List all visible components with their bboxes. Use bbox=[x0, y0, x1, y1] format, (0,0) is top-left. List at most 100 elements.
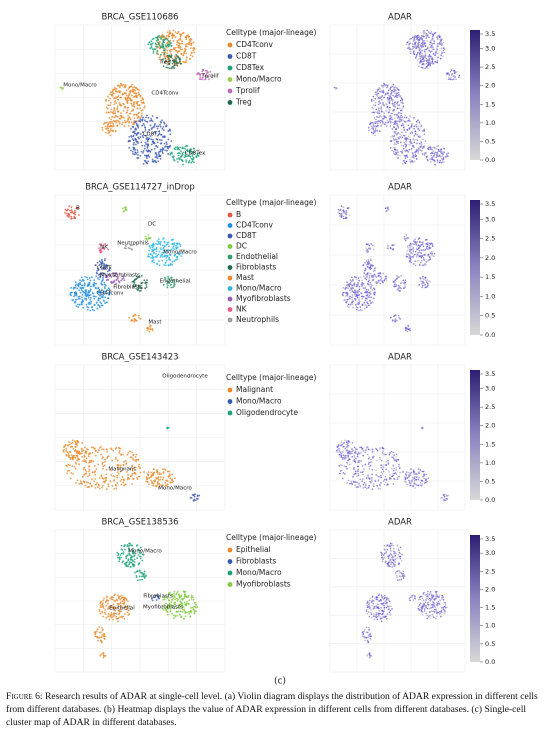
expression-dot bbox=[409, 474, 411, 476]
expression-dot bbox=[406, 41, 409, 44]
cell-dot bbox=[116, 474, 119, 477]
expression-dot bbox=[405, 131, 407, 134]
expression-dot bbox=[371, 276, 373, 278]
expression-dot bbox=[437, 42, 439, 45]
expression-dot bbox=[421, 254, 423, 257]
expression-dot bbox=[349, 482, 351, 485]
cell-dot bbox=[166, 34, 168, 37]
legend-swatch bbox=[227, 244, 233, 249]
expression-dot bbox=[389, 140, 392, 143]
cell-dot bbox=[162, 65, 165, 68]
expression-dot bbox=[417, 244, 420, 247]
expression-dot bbox=[410, 252, 412, 254]
legend-swatch bbox=[227, 212, 233, 218]
expression-dot bbox=[371, 106, 374, 109]
expression-dot bbox=[358, 294, 361, 296]
expression-dot bbox=[381, 95, 384, 97]
expression-dot bbox=[371, 264, 373, 267]
expression-dot bbox=[397, 151, 399, 153]
expression-dot bbox=[366, 250, 369, 252]
expression-dot bbox=[439, 42, 441, 44]
expression-dot bbox=[364, 304, 367, 306]
expression-dot bbox=[405, 474, 408, 477]
expression-dot bbox=[433, 252, 436, 255]
expression-dot bbox=[383, 483, 386, 486]
cell-dot bbox=[133, 153, 136, 156]
legend-title: Celltype (major-lineage) bbox=[226, 198, 316, 207]
cell-dot bbox=[105, 488, 108, 491]
expression-dot bbox=[408, 143, 411, 146]
expression-dot bbox=[402, 159, 405, 162]
cell-dot bbox=[134, 128, 137, 131]
expression-dot bbox=[359, 276, 362, 278]
expression-dot bbox=[380, 474, 382, 477]
cell-dot bbox=[113, 100, 116, 103]
cell-dot bbox=[74, 284, 77, 287]
expression-dot bbox=[379, 272, 382, 274]
expression-dot bbox=[424, 48, 426, 51]
expression-dot bbox=[351, 296, 353, 299]
expression-dot bbox=[409, 139, 412, 141]
expression-dot bbox=[443, 161, 445, 163]
expression-dot bbox=[370, 286, 372, 288]
cell-dot bbox=[159, 150, 162, 152]
cell-dot bbox=[168, 245, 170, 248]
cell-dot bbox=[79, 291, 82, 294]
expression-dot bbox=[385, 484, 388, 487]
expression-dot bbox=[395, 140, 398, 143]
expression-dot bbox=[377, 97, 380, 100]
expression-dot bbox=[347, 303, 350, 306]
cell-dot bbox=[91, 478, 93, 481]
expression-dot bbox=[345, 292, 347, 294]
cell-dot bbox=[93, 309, 96, 312]
expression-dot bbox=[393, 135, 395, 137]
expression-dot bbox=[371, 274, 373, 277]
expression-dot bbox=[419, 53, 421, 55]
legend-swatch bbox=[227, 387, 233, 393]
cell-dot bbox=[75, 293, 78, 295]
expression-dot bbox=[422, 256, 425, 259]
expression-dot bbox=[345, 217, 347, 219]
cell-dot bbox=[91, 451, 94, 454]
expression-dot bbox=[380, 107, 383, 109]
expression-dot bbox=[412, 125, 415, 128]
expression-dot bbox=[382, 104, 385, 107]
expression-dot bbox=[359, 478, 362, 481]
expression-dot bbox=[385, 464, 387, 467]
cell-dot bbox=[113, 103, 116, 106]
cell-dot bbox=[201, 78, 204, 81]
expression-dot bbox=[444, 499, 447, 502]
expression-dot bbox=[393, 453, 396, 456]
expression-dot bbox=[426, 238, 428, 241]
expression-dot bbox=[374, 134, 377, 137]
expression-dot bbox=[390, 147, 392, 149]
cell-dot bbox=[161, 259, 164, 262]
expression-dot bbox=[417, 136, 420, 139]
expression-dot bbox=[391, 110, 394, 112]
cell-dot bbox=[75, 462, 78, 465]
cell-dot bbox=[70, 454, 73, 457]
cell-dot bbox=[137, 475, 140, 478]
expression-dot bbox=[423, 39, 426, 42]
cell-dot bbox=[151, 474, 154, 477]
expression-dot bbox=[447, 494, 450, 497]
expression-dot bbox=[431, 254, 433, 256]
cell-dot bbox=[193, 48, 196, 51]
cell-dot bbox=[113, 108, 116, 110]
expression-dot bbox=[381, 91, 384, 93]
expression-dot bbox=[394, 117, 396, 119]
cell-dot bbox=[172, 238, 175, 241]
cell-dot bbox=[176, 50, 179, 53]
cell-dot bbox=[101, 486, 103, 489]
cell-dot bbox=[139, 136, 142, 138]
cell-dot bbox=[131, 451, 133, 454]
cell-dot bbox=[123, 247, 126, 250]
expression-dot bbox=[344, 295, 347, 298]
cell-dot bbox=[74, 441, 77, 444]
expression-dot bbox=[409, 599, 411, 602]
cell-dot bbox=[158, 44, 161, 46]
cell-dot bbox=[138, 463, 141, 466]
expression-dot bbox=[443, 495, 446, 498]
expression-dot bbox=[354, 294, 356, 297]
cell-dot bbox=[167, 147, 170, 150]
